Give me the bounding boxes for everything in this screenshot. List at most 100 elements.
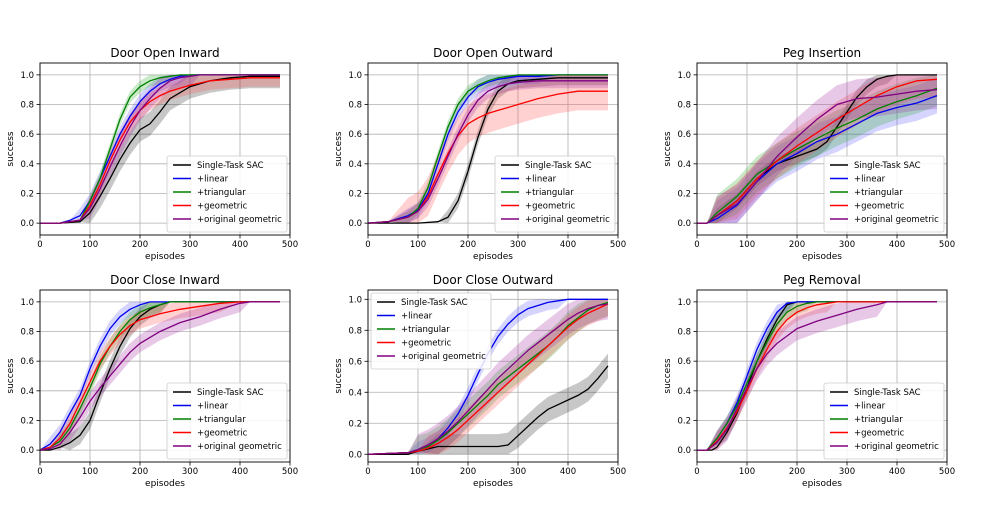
legend-label: Single-Task SAC [525,161,592,171]
x-tick-label: 500 [939,240,955,250]
legend-label: Single-Task SAC [854,388,921,398]
chart-title: Door Close Outward [433,273,553,287]
x-tick-label: 0 [365,240,370,250]
x-tick-label: 400 [560,467,576,477]
y-axis-label: success [334,131,344,167]
legend-label: Single-Task SAC [854,161,921,171]
x-tick-label: 0 [37,467,42,477]
chart-panel-5: Door Close Outward 0 100 200 300 400 500 0.0 0.2… [334,273,626,489]
chart-panel-3: Peg Insertion 0 100 200 300 400 500 0.0 0.2 0.4 0.… [663,46,955,262]
y-tick-label: 0.4 [348,160,362,170]
y-tick-label: 0.8 [348,326,362,336]
legend-label: +triangular [401,325,450,335]
legend-label: +geometric [197,429,248,439]
series-line-1 [697,301,937,451]
legend-label: +triangular [197,188,246,198]
legend: Single-Task SAC +linear +triangular +geomet… [823,382,945,460]
legend-label: +geometric [401,339,452,349]
x-tick-label: 500 [610,467,626,477]
x-tick-label: 500 [282,467,298,477]
y-tick-label: 0.4 [20,160,34,170]
legend-label: +geometric [197,202,248,212]
y-tick-label: 0.4 [348,388,362,398]
series-line-1 [368,77,608,224]
chart-title: Peg Removal [783,273,861,287]
legend-label: +geometric [525,202,576,212]
x-tick-label: 100 [82,240,98,250]
x-tick-label: 0 [37,240,42,250]
legend-label: +linear [197,175,229,185]
x-tick-label: 400 [889,467,905,477]
axes-frame [367,289,619,463]
y-axis-label: success [663,131,673,167]
y-tick-label: 0.0 [20,219,34,229]
series-band-2 [40,301,280,451]
legend-label: Single-Task SAC [197,161,264,171]
x-tick-label: 100 [410,240,426,250]
y-tick-label: 0.0 [677,446,691,456]
y-tick-label: 0.2 [20,189,34,199]
y-tick-label: 0.8 [20,328,34,338]
chart-panel-1: Door Open Inward 0 100 200 300 400 500 0.0 0.2 0.… [6,46,298,262]
x-tick-label: 200 [132,240,148,250]
x-tick-label: 300 [839,467,855,477]
legend-label: +original geometric [525,215,610,225]
x-tick-label: 500 [282,240,298,250]
legend-label: +triangular [854,188,903,198]
y-axis-label: success [663,358,673,394]
y-tick-label: 0.2 [677,189,691,199]
series-line-5 [367,80,608,224]
x-axis-label: episodes [145,479,185,489]
legend-label: Single-Task SAC [197,388,264,398]
axes-frame [39,62,291,236]
legend-label: +linear [854,175,886,185]
x-axis-label: episodes [145,252,185,262]
y-tick-label: 0.6 [20,130,34,140]
series-line-5 [697,301,937,451]
x-tick-label: 200 [460,467,476,477]
y-tick-label: 1.0 [20,71,34,81]
chart-title: Door Open Outward [433,46,553,60]
series-line-5 [367,303,609,455]
legend-label: +triangular [525,188,574,198]
series-band-1 [368,74,608,224]
y-tick-label: 0.8 [677,328,691,338]
x-axis-label: episodes [802,252,842,262]
axes-frame [696,289,948,463]
y-tick-label: 0.2 [348,189,362,199]
legend-box [823,155,945,233]
legend: Single-Task SAC +linear +triangular +geomet… [494,155,616,233]
legend-label: +linear [401,312,433,322]
legend-label: +original geometric [401,352,486,362]
chart-title: Peg Insertion [783,46,861,60]
x-tick-label: 400 [560,240,576,250]
y-tick-label: 0.6 [348,357,362,367]
legend-label: +linear [854,402,886,412]
x-tick-label: 400 [889,240,905,250]
axes-frame [696,62,948,236]
axes-frame [367,62,619,236]
legend-label: +triangular [197,415,246,425]
y-tick-label: 0.4 [677,160,691,170]
legend: Single-Task SAC +linear +triangular +geomet… [823,155,945,233]
x-tick-label: 0 [694,240,699,250]
x-tick-label: 200 [460,240,476,250]
x-tick-label: 200 [789,467,805,477]
y-tick-label: 1.0 [677,71,691,81]
x-tick-label: 300 [182,467,198,477]
series-band-5 [368,299,608,455]
series-line-3 [367,301,609,455]
x-tick-label: 100 [82,467,98,477]
chart-panel-4: Door Close Inward 0 100 200 300 400 500 0.0 0.2 0… [6,273,298,489]
x-axis-label: episodes [802,479,842,489]
legend-box [823,382,945,460]
y-tick-label: 0.0 [348,450,362,460]
series-line-2 [40,74,280,224]
x-tick-label: 100 [739,467,755,477]
legend-label: +original geometric [197,215,282,225]
y-tick-label: 1.0 [677,298,691,308]
x-axis-label: episodes [473,479,513,489]
legend: Single-Task SAC +linear +triangular +geomet… [370,292,492,370]
y-tick-label: 0.0 [677,219,691,229]
y-axis-label: success [334,358,344,394]
